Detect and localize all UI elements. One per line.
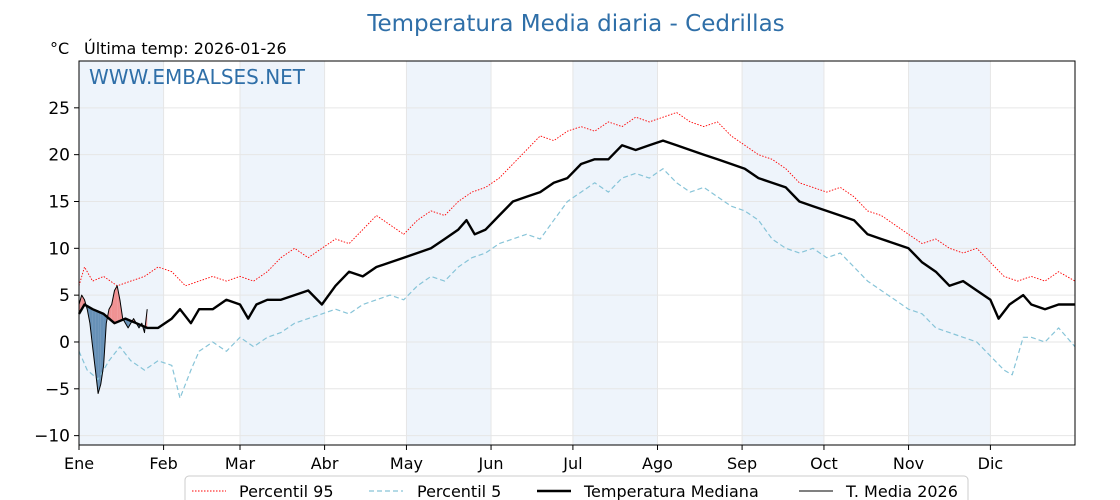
month-shade-nov <box>908 61 991 445</box>
x-tick-label-mar: Mar <box>225 454 256 473</box>
legend-label-current: T. Media 2026 <box>845 482 958 500</box>
anomaly-above-fill <box>111 290 115 324</box>
y-tick-label: −10 <box>34 427 70 447</box>
anomaly-below-fill <box>98 311 101 394</box>
anomaly-above-fill <box>114 285 118 324</box>
legend-label-p95: Percentil 95 <box>239 482 334 500</box>
series-p95-line <box>78 112 1076 287</box>
x-tick-label-dic: Dic <box>978 454 1004 473</box>
legend-box <box>184 475 969 500</box>
y-tick-label: 25 <box>48 99 70 119</box>
legend-label-p5: Percentil 5 <box>417 482 501 500</box>
x-tick-label-oct: Oct <box>810 454 838 473</box>
series-current-line <box>78 285 148 394</box>
y-tick-label: 5 <box>59 286 70 306</box>
watermark-text: WWW.EMBALSES.NET <box>89 65 306 89</box>
x-axis-ticks: Ene Feb Mar Abr May Jun Jul Ago Sep Oct Nov Dic <box>64 445 1003 473</box>
y-tick-label: 0 <box>59 333 70 353</box>
last-temp-label: Última temp: 2026-01-26 <box>84 39 287 58</box>
y-tick-label: 20 <box>48 146 70 166</box>
x-tick-label-jun: Jun <box>478 454 504 473</box>
x-tick-label-nov: Nov <box>893 454 924 473</box>
series-lines <box>77 112 1076 399</box>
x-tick-label-ago: Ago <box>642 454 673 473</box>
y-tick-label: 10 <box>48 239 70 259</box>
x-tick-label-abr: Abr <box>311 454 339 473</box>
x-tick-label-jul: Jul <box>562 454 582 473</box>
anomaly-below-fill <box>92 309 96 371</box>
unit-label: °C <box>50 39 69 58</box>
x-tick-label-ene: Ene <box>64 454 94 473</box>
y-tick-label: −5 <box>45 380 70 400</box>
month-shade-ene <box>79 61 164 445</box>
legend-label-median: Temperatura Mediana <box>583 482 759 500</box>
x-tick-label-may: May <box>390 454 423 473</box>
anomaly-below-fill <box>100 312 104 385</box>
series-p5-line <box>78 168 1076 399</box>
month-shading <box>79 61 991 445</box>
chart-title: Temperatura Media diaria - Cedrillas <box>366 11 784 37</box>
plot-frame <box>78 60 1076 446</box>
y-axis-ticks: −10 −5 0 5 10 15 20 25 <box>34 99 79 447</box>
anomaly-above-fill <box>117 285 120 323</box>
x-tick-label-feb: Feb <box>149 454 177 473</box>
month-shade-mar <box>239 61 325 445</box>
series-median-line <box>77 139 1075 330</box>
y-tick-label: 15 <box>48 192 70 212</box>
month-shade-sep <box>742 61 824 445</box>
legend: Percentil 95 Percentil 5 Temperatura Med… <box>184 475 969 500</box>
x-tick-label-sep: Sep <box>727 454 757 473</box>
month-shade-jul <box>572 61 658 445</box>
anomaly-below-fill <box>125 318 129 328</box>
